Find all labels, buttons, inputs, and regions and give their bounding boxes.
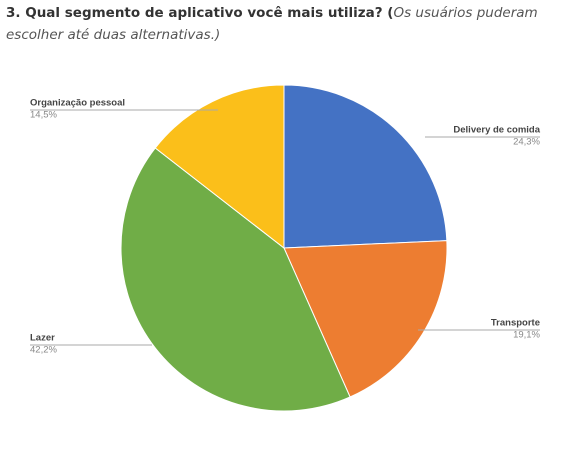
slice-value-label: 14,5% xyxy=(30,110,57,121)
slice-value-label: 42,2% xyxy=(30,345,57,356)
subtitle: Os usuários puderam escolher até duas al… xyxy=(6,5,538,43)
pie-slice xyxy=(283,84,448,249)
title: 3. Qual segmento de aplicativo você mais… xyxy=(6,5,394,21)
slice-label: Delivery de comida xyxy=(453,125,540,136)
chart-title: 3. Qual segmento de aplicativo você mais… xyxy=(6,2,576,46)
pie-slice xyxy=(120,147,351,412)
slice-label: Organização pessoal xyxy=(30,98,125,109)
slice-label: Lazer xyxy=(30,333,55,344)
pie-slice xyxy=(283,240,448,398)
pie-slice xyxy=(154,84,285,250)
slice-label: Transporte xyxy=(491,318,540,329)
slice-value-label: 19,1% xyxy=(513,330,540,341)
slice-value-label: 24,3% xyxy=(513,137,540,148)
